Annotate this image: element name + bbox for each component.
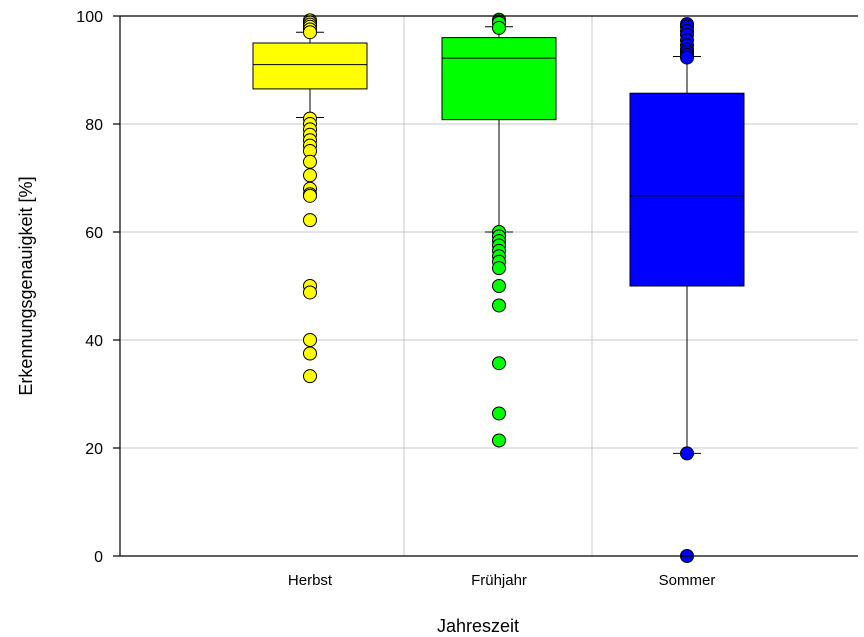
x-tick-label: Sommer <box>659 572 716 589</box>
outlier-point <box>492 279 506 293</box>
y-tick-label: 60 <box>85 225 103 242</box>
y-tick-label: 20 <box>85 441 103 458</box>
y-tick-label: 80 <box>85 117 103 134</box>
outlier-point <box>492 261 506 276</box>
y-tick-label: 0 <box>94 549 103 566</box>
x-tick-label: Herbst <box>288 572 333 589</box>
box-series-3 <box>629 17 745 563</box>
box-series-2 <box>441 12 557 448</box>
outlier-point <box>303 25 317 40</box>
x-tick-label: Frühjahr <box>471 572 527 589</box>
outlier-point <box>303 213 317 228</box>
outlier-point <box>680 50 694 65</box>
y-tick-label: 100 <box>76 9 103 26</box>
y-axis-title: Erkennungsgenauigkeit [%] <box>16 176 36 395</box>
outlier-point <box>303 188 317 203</box>
outlier-point <box>303 285 317 300</box>
box-iqr <box>629 92 745 287</box>
outlier-point <box>492 20 506 35</box>
outlier-point <box>303 154 317 169</box>
outlier-point <box>303 369 317 384</box>
outlier-point <box>303 168 317 183</box>
outlier-point <box>303 333 317 347</box>
x-axis-title: Jahreszeit <box>437 616 519 636</box>
outlier-point <box>492 406 506 421</box>
outlier-point <box>492 298 506 313</box>
outlier-point <box>680 446 694 461</box>
box-iqr <box>441 37 557 121</box>
box-series-1 <box>252 13 368 384</box>
outlier-point <box>492 356 506 371</box>
box-iqr <box>252 42 368 90</box>
plot-area <box>252 12 745 563</box>
axes: 0 20 40 60 80 100 Herbst Frühjahr Sommer <box>76 9 858 589</box>
y-tick-label: 40 <box>85 333 103 350</box>
outlier-point <box>492 433 506 448</box>
outlier-point <box>303 346 317 361</box>
